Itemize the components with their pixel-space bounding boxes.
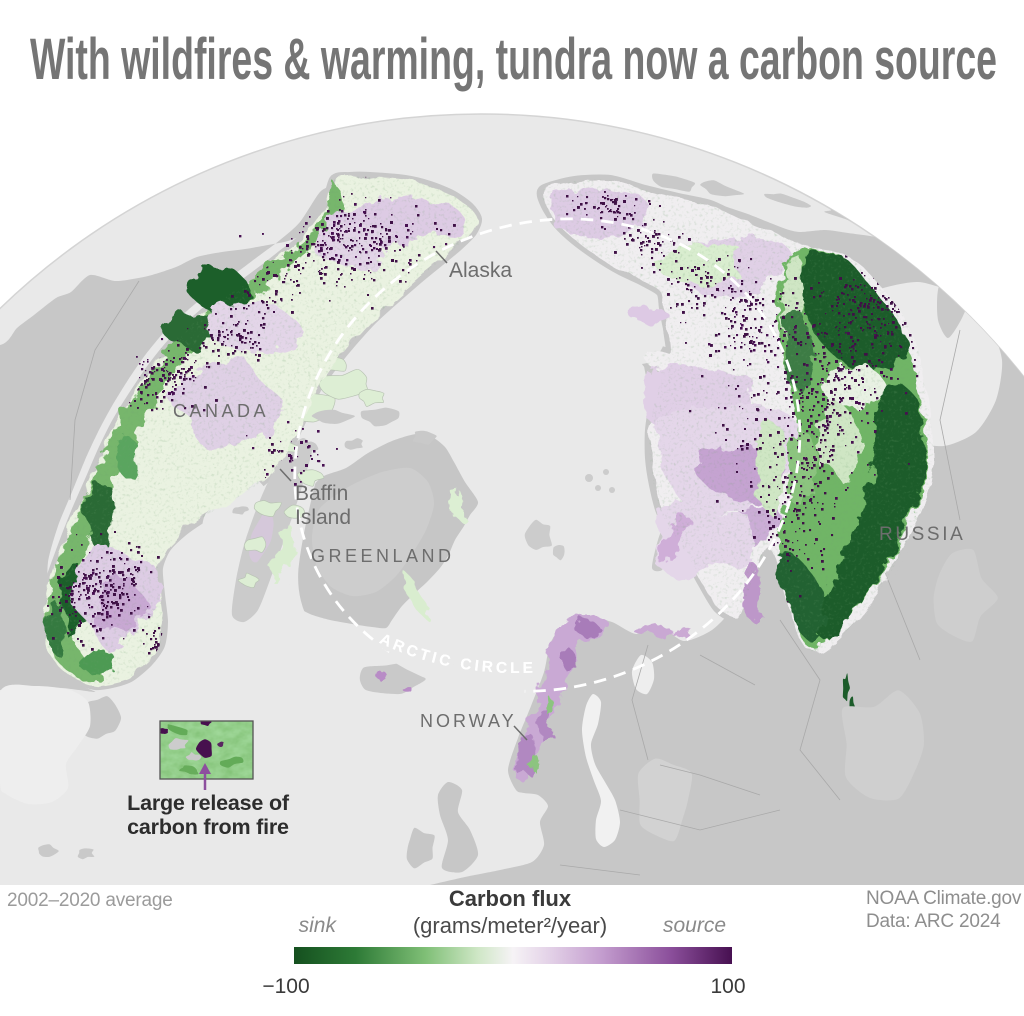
svg-text:Carbon flux: Carbon flux [449, 886, 572, 911]
svg-text:source: source [663, 914, 726, 937]
svg-text:2002–2020 average: 2002–2020 average [7, 890, 173, 911]
svg-text:RUSSIA: RUSSIA [879, 524, 965, 545]
svg-text:Large release of: Large release of [127, 791, 290, 815]
svg-text:GREENLAND: GREENLAND [311, 546, 455, 566]
svg-text:CANADA: CANADA [173, 401, 269, 421]
svg-text:−100: −100 [262, 975, 309, 998]
svg-text:Island: Island [295, 506, 351, 529]
svg-text:Baffin: Baffin [295, 482, 348, 505]
svg-text:(grams/meter²/year): (grams/meter²/year) [413, 913, 607, 938]
svg-text:With wildfires & warming, tund: With wildfires & warming, tundra now a c… [30, 27, 997, 92]
svg-text:Alaska: Alaska [449, 259, 512, 282]
svg-text:100: 100 [710, 975, 745, 998]
svg-text:carbon from fire: carbon from fire [127, 815, 289, 839]
svg-text:NORWAY: NORWAY [420, 711, 517, 731]
svg-text:sink: sink [299, 914, 338, 937]
svg-text:NOAA Climate.gov: NOAA Climate.gov [866, 888, 1022, 909]
svg-text:Data: ARC 2024: Data: ARC 2024 [866, 911, 1001, 932]
